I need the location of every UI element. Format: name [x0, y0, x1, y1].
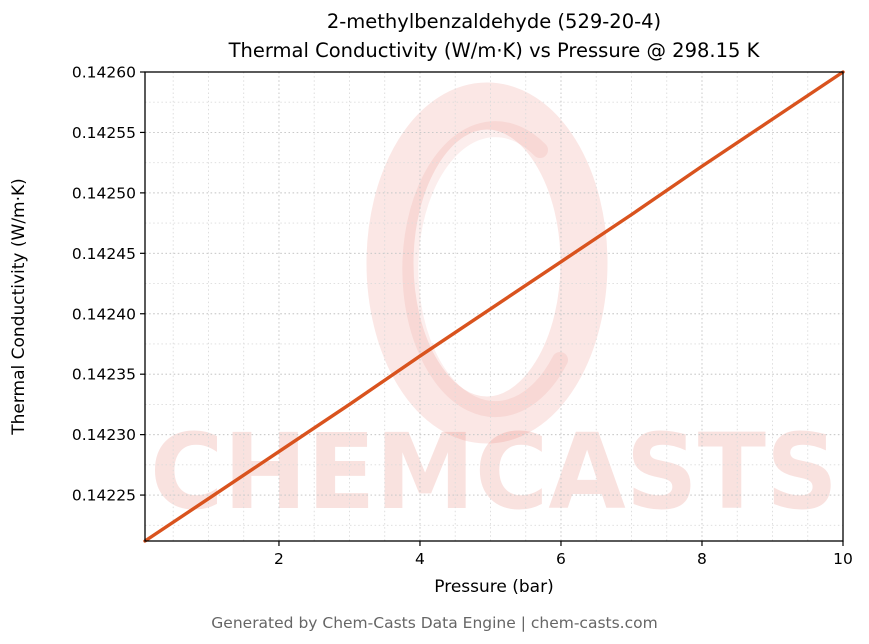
brush-ring-logo-icon — [366, 82, 608, 444]
chart-title: 2-methylbenzaldehyde (529-20-4) Thermal … — [145, 8, 843, 66]
x-tick-label: 6 — [556, 550, 566, 568]
y-tick-label: 0.14225 — [72, 487, 136, 505]
y-tick-label: 0.14245 — [72, 245, 136, 263]
plot-border — [144, 71, 844, 542]
watermark-text: CHEMCASTS — [150, 411, 838, 533]
x-tick-label: 8 — [697, 550, 707, 568]
y-tick-label: 0.14240 — [72, 305, 136, 323]
tick-marks — [140, 71, 844, 546]
y-tick-label: 0.14255 — [72, 124, 136, 142]
chart-title-line1: 2-methylbenzaldehyde (529-20-4) — [326, 10, 662, 33]
y-axis-label: Thermal Conductivity (W/m·K) — [9, 178, 29, 436]
x-tick-label: 10 — [833, 550, 853, 568]
y-tick-label: 0.14250 — [72, 184, 136, 202]
x-axis-label: Pressure (bar) — [434, 577, 553, 597]
watermark: CHEMCASTS — [150, 82, 838, 533]
y-tick-label: 0.14230 — [72, 426, 136, 444]
x-tick-labels: 2 4 6 8 10 — [274, 550, 853, 568]
brush-ring-inner-stroke-icon — [402, 121, 568, 418]
y-tick-labels: 0.14225 0.14230 0.14235 0.14240 0.14245 0.142… — [72, 64, 136, 505]
x-tick-label: 2 — [274, 550, 284, 568]
data-line — [143, 70, 845, 543]
y-tick-label: 0.14260 — [72, 64, 136, 82]
chart-title-line2: Thermal Conductivity (W/m·K) vs Pressure… — [228, 38, 760, 62]
footer-credit: Generated by Chem-Casts Data Engine | ch… — [211, 614, 658, 632]
x-tick-label: 4 — [415, 550, 425, 568]
y-tick-label: 0.14235 — [72, 366, 136, 384]
